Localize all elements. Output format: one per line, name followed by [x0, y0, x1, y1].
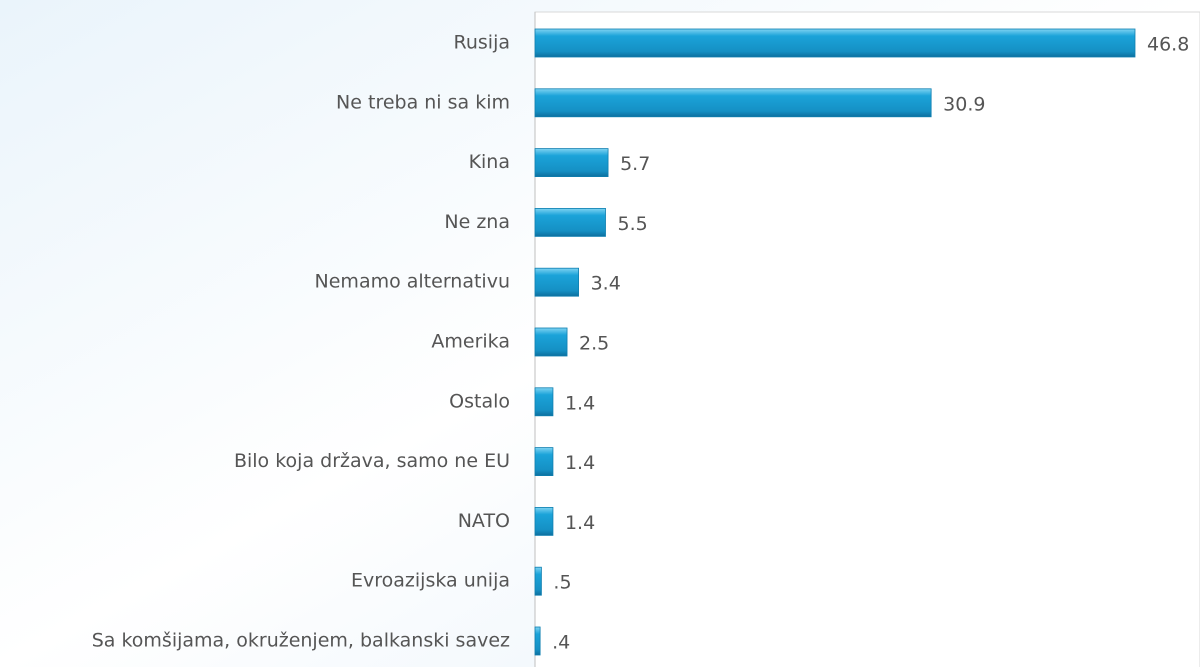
- bar: [534, 28, 1136, 58]
- bar: [534, 506, 554, 536]
- category-label: Ne zna: [444, 211, 510, 233]
- bar: [534, 148, 609, 178]
- value-label: 3.4: [591, 273, 621, 295]
- category-label: Ne treba ni sa kim: [336, 91, 510, 113]
- category-label: Evroazijska unija: [351, 570, 510, 592]
- value-label: 1.4: [565, 512, 595, 534]
- bar: [534, 566, 542, 596]
- bar: [534, 626, 541, 656]
- category-label: Nemamo alternativu: [315, 271, 510, 293]
- category-label: NATO: [458, 510, 510, 532]
- category-label: Ostalo: [449, 390, 510, 412]
- bar: [534, 88, 932, 118]
- value-label: 1.4: [565, 392, 595, 414]
- value-label: 5.5: [618, 213, 648, 235]
- value-label: 46.8: [1147, 34, 1189, 56]
- value-label: 5.7: [620, 153, 650, 175]
- plot-area: [534, 11, 1200, 667]
- value-label: .5: [553, 572, 571, 594]
- value-label: .4: [552, 632, 570, 654]
- category-label: Sa komšijama, okruženjem, balkanski save…: [92, 630, 510, 652]
- value-label: 2.5: [579, 333, 609, 355]
- category-label: Kina: [469, 151, 510, 173]
- bar: [534, 207, 606, 237]
- category-label: Rusija: [454, 32, 511, 54]
- bar: [534, 327, 568, 357]
- bar: [534, 387, 554, 417]
- value-label: 30.9: [943, 93, 985, 115]
- bar: [534, 267, 579, 297]
- category-label: Bilo koja država, samo ne EU: [234, 450, 510, 472]
- value-label: 1.4: [565, 452, 595, 474]
- category-label: Amerika: [431, 331, 510, 353]
- bar: [534, 447, 554, 477]
